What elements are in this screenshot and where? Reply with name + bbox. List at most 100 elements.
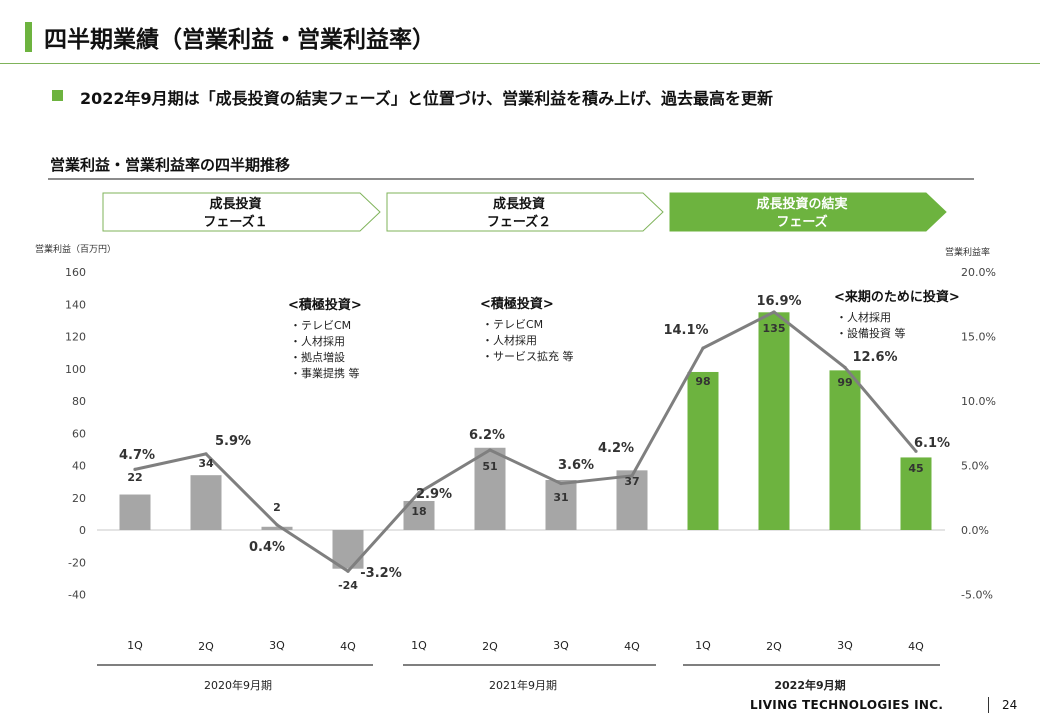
margin-point-5 (417, 490, 421, 495)
phase-label-line1: 成長投資 (209, 196, 261, 212)
y-right-tick: 5.0% (961, 460, 989, 473)
x-tick-label: 1Q (127, 639, 143, 652)
x-tick-label: 4Q (340, 640, 356, 653)
bar-11 (829, 370, 861, 530)
x-tick-label: 3Q (837, 639, 853, 652)
y-left-tick: 160 (65, 266, 86, 279)
margin-point-9 (701, 346, 705, 350)
y-left-label: 営業利益（百万円） (35, 243, 116, 255)
bar-value-label: -24 (338, 579, 358, 592)
footer-separator (988, 697, 989, 713)
margin-point-11 (843, 365, 847, 370)
margin-point-10 (772, 310, 776, 314)
margin-value-label: 6.1% (914, 436, 950, 451)
y-left-tick: 20 (72, 492, 86, 505)
y-left-tick: 120 (65, 331, 86, 344)
bar-9 (687, 371, 719, 530)
title-accent-bar (25, 22, 32, 52)
annotation-heading: <来期のために投資> (834, 289, 960, 305)
section-title: 営業利益・営業利益率の四半期推移 (50, 156, 291, 174)
chart-axes: 営業利益（百万円） 営業利益率 160 140 120 100 80 60 40 20 0 -20 -4… (35, 243, 996, 602)
x-axis: 1Q 2Q 3Q 4Q 1Q 2Q 3Q 4Q 1Q 2Q 3Q 4Q 2020年9月期 2021年9月期… (97, 639, 940, 692)
phase-label-line2: フェーズ (776, 214, 827, 230)
phase-arrow-2 (386, 192, 664, 232)
y-left-tick: -20 (68, 556, 86, 569)
annotation-item: ・人材採用 (290, 334, 345, 348)
lead-statement: 2022年9月期は「成長投資の結実フェーズ」と位置づけ、営業利益を積み上げ、過去… (80, 89, 773, 108)
y-left-tick: 100 (65, 363, 86, 376)
x-tick-label: 2Q (198, 640, 214, 653)
margin-value-label: 12.6% (852, 350, 897, 365)
margin-point-7 (559, 481, 563, 486)
annotation-item: ・テレビCM (290, 319, 351, 332)
x-tick-label: 3Q (553, 639, 569, 652)
phase-label-line2: フェーズ１ (203, 214, 267, 230)
bar-value-label: 98 (695, 375, 710, 388)
x-tick-label: 1Q (411, 639, 427, 652)
margin-line (133, 310, 918, 573)
annotation-item: ・拠点増設 (290, 350, 345, 364)
bar-value-label: 37 (624, 475, 639, 488)
x-tick-label: 1Q (695, 639, 711, 652)
margin-point-2 (204, 452, 208, 456)
annotation-heading: <積極投資> (480, 296, 554, 312)
section-divider (48, 178, 974, 180)
margin-value-label: 16.9% (756, 294, 801, 309)
margin-point-4 (346, 569, 350, 573)
margin-point-12 (914, 449, 918, 453)
margin-value-label: 4.7% (119, 448, 155, 463)
y-right-tick: 10.0% (961, 395, 996, 408)
bar-value-label: 18 (411, 505, 426, 518)
x-tick-label: 3Q (269, 639, 285, 652)
annotation-item: ・人材採用 (482, 333, 537, 347)
company-logo: LIVING TECHNOLOGIES INC. (750, 698, 944, 712)
phase-arrow-3 (669, 192, 947, 232)
margin-point-8 (630, 474, 634, 478)
y-right-tick: 15.0% (961, 331, 996, 344)
bar-value-label: 34 (198, 457, 214, 470)
bar-10 (758, 312, 790, 530)
annotation-item: ・人材採用 (836, 310, 891, 324)
margin-value-label: 2.9% (416, 487, 452, 502)
bar-value-label: 51 (482, 460, 497, 473)
margin-value-label: 3.6% (558, 458, 594, 473)
bar-1 (119, 494, 151, 530)
margin-value-label: 5.9% (215, 434, 251, 449)
bar-3 (261, 526, 293, 530)
y-left-tick: 40 (72, 460, 86, 473)
data-labels: 22 34 2 -24 18 51 31 37 98 135 99 45 4.7% 5.9% 0.4% -3.… (119, 294, 950, 592)
bar-2 (190, 475, 222, 530)
bars (119, 312, 932, 569)
phase-label-line2: フェーズ２ (487, 214, 551, 230)
bar-value-label: 31 (553, 491, 568, 504)
bar-12 (900, 457, 932, 530)
margin-point-3 (275, 523, 279, 527)
page-number: 24 (1002, 698, 1018, 712)
annotation-item: ・サービス拡充 等 (482, 349, 574, 363)
fiscal-year-label: 2020年9月期 (204, 678, 272, 692)
x-tick-label: 2Q (482, 640, 498, 653)
bar-value-label: 99 (837, 376, 852, 389)
bar-6 (474, 447, 506, 530)
annotation-item: ・設備投資 等 (836, 326, 906, 340)
page-title: 四半期業績（営業利益・営業利益率） (44, 27, 435, 53)
margin-point-6 (488, 448, 492, 452)
bar-value-label: 22 (127, 471, 142, 484)
fiscal-year-label: 2021年9月期 (489, 678, 557, 692)
x-tick-label: 4Q (908, 640, 924, 653)
y-left-tick: -40 (68, 589, 86, 602)
margin-point-1 (133, 467, 137, 471)
y-left-tick: 60 (72, 427, 86, 440)
y-left-tick: 0 (79, 524, 86, 537)
x-tick-label: 2Q (766, 640, 782, 653)
annotation-heading: <積極投資> (288, 297, 362, 313)
bar-value-label: 135 (763, 322, 786, 335)
y-right-tick: 20.0% (961, 266, 996, 279)
y-right-label: 営業利益率 (945, 246, 990, 258)
fiscal-year-label: 2022年9月期 (774, 678, 845, 692)
y-right-tick: -5.0% (961, 589, 993, 602)
margin-value-label: 14.1% (663, 323, 708, 338)
title-divider (0, 63, 1040, 64)
bar-4 (332, 530, 364, 569)
